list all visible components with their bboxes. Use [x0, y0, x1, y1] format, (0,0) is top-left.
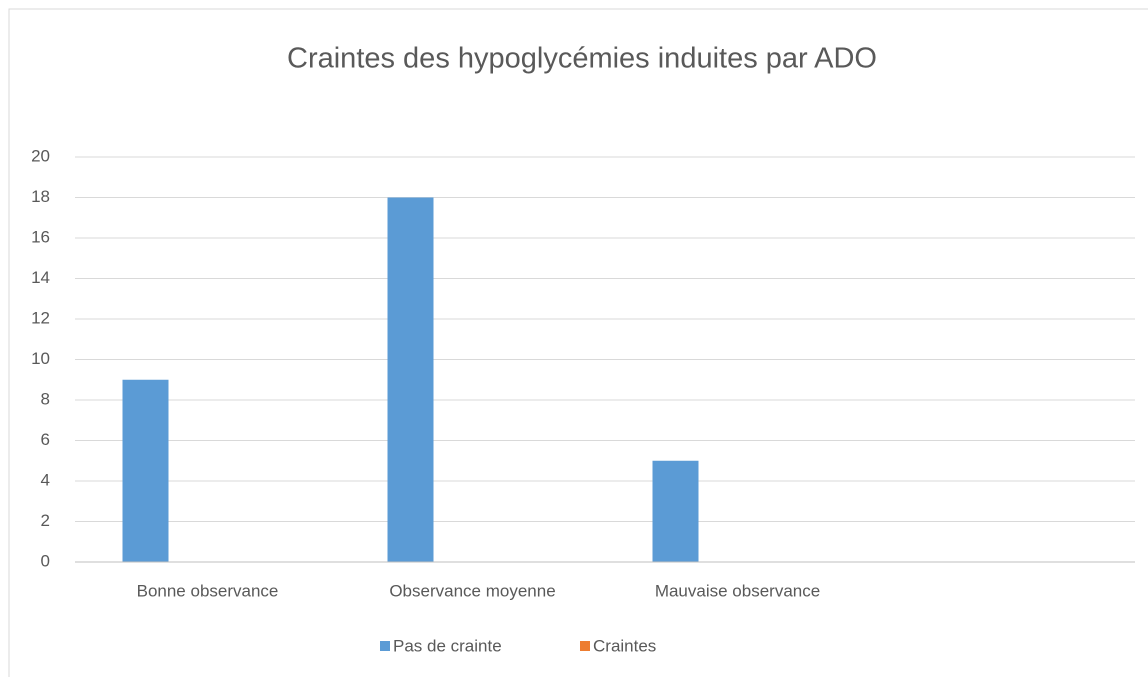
y-tick-label: 12	[31, 308, 50, 327]
x-tick-label: Bonne observance	[137, 581, 279, 600]
y-tick-label: 8	[41, 389, 50, 408]
y-tick-label: 6	[41, 430, 50, 449]
y-tick-label: 14	[31, 268, 50, 287]
y-tick-label: 2	[41, 511, 50, 530]
legend-swatch	[380, 641, 390, 651]
bar	[122, 379, 169, 562]
chart-border	[8, 8, 1148, 677]
y-tick-label: 4	[41, 470, 50, 489]
y-tick-label: 0	[41, 551, 50, 570]
bar	[652, 460, 699, 562]
bar	[387, 197, 434, 562]
x-tick-label: Mauvaise observance	[655, 581, 820, 600]
y-tick-label: 20	[31, 146, 50, 165]
legend-swatch	[580, 641, 590, 651]
legend-label: Craintes	[593, 636, 656, 655]
chart-title: Craintes des hypoglycémies induites par …	[287, 43, 877, 75]
y-tick-label: 10	[31, 349, 50, 368]
y-tick-label: 16	[31, 227, 50, 246]
legend-label: Pas de crainte	[393, 636, 502, 655]
x-tick-label: Observance moyenne	[389, 581, 555, 600]
y-tick-label: 18	[31, 187, 50, 206]
